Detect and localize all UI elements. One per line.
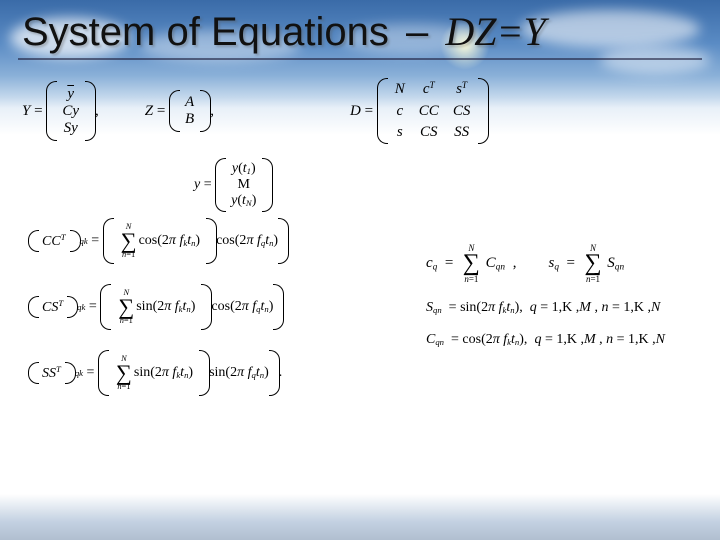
y-definition: y = y(t1) M y(tN) (194, 158, 702, 212)
definitions-row: Y = y Cy Sy , Z = (22, 78, 702, 144)
Y-r2: Sy (64, 120, 78, 137)
slide-title: System of Equations – DZ=Y (22, 8, 546, 55)
Sqn-equation: Sqn = sin(2π fktn), q = 1,K ,M , n = 1,K… (426, 300, 706, 316)
title-equation: DZ=Y (445, 9, 545, 54)
SS-equation: SST qk = N∑n=1 sin(2π fktn) sin(2π fqtn)… (28, 350, 388, 396)
Z-r0: A (185, 94, 194, 111)
D-matrix: N cT sT c CC CS s CS SS (377, 78, 489, 144)
Z-vector: A B (169, 90, 210, 132)
Y-vector: y Cy Sy (46, 81, 95, 141)
CS-equation: CST qk = N∑n=1 sin(2π fktn) cos(2π fqtn) (28, 284, 388, 330)
Z-r1: B (185, 111, 194, 128)
CC-equation: CCT qk = N∑n=1 cos(2π fktn) cos(2π fqtn) (28, 218, 388, 264)
D-lhs: D (350, 103, 361, 120)
title-underline (18, 58, 702, 60)
Y-lhs: Y (22, 103, 30, 120)
y-r2: y(tN) (231, 193, 256, 209)
Z-definition: Z = A B , (145, 78, 214, 144)
title-dash: – (400, 10, 434, 54)
y-r1: M (238, 177, 250, 193)
content-area: Y = y Cy Sy , Z = (22, 78, 702, 516)
D-definition: D = N cT sT c CC CS s CS SS (350, 78, 488, 144)
cq-sq-equations: cq = N∑n=1 Cqn , sq = N∑n=1 Sqn (426, 244, 706, 284)
Z-lhs: Z (145, 103, 153, 120)
Y-r1: Cy (62, 103, 79, 120)
Cqn-equation: Cqn = cos(2π fktn), q = 1,K ,M , n = 1,K… (426, 332, 706, 348)
right-column: cq = N∑n=1 Cqn , sq = N∑n=1 Sqn Sqn = si… (426, 244, 706, 348)
y-vector: y(t1) M y(tN) (215, 158, 272, 212)
Y-definition: Y = y Cy Sy , (22, 78, 99, 144)
left-column: CCT qk = N∑n=1 cos(2π fktn) cos(2π fqtn)… (28, 208, 388, 396)
Y-r0: y (67, 86, 74, 103)
y-r0: y(t1) (232, 161, 256, 177)
title-text: System of Equations (22, 10, 389, 54)
